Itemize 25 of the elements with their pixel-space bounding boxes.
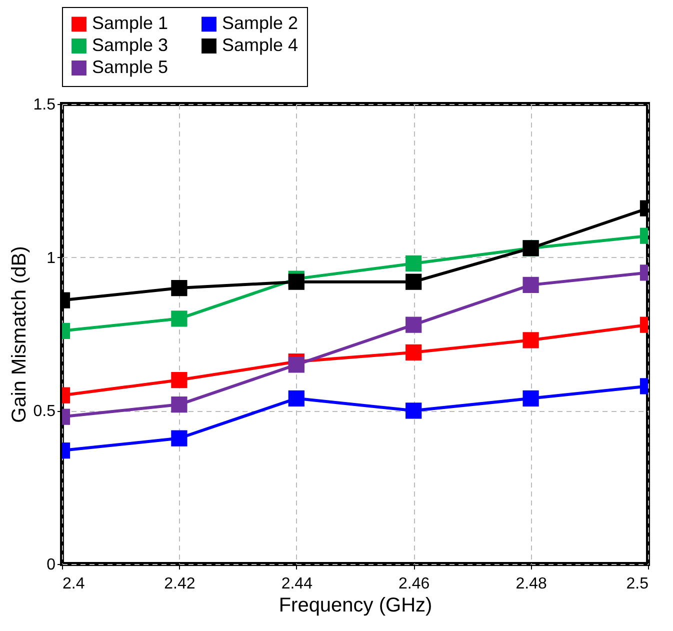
legend-label: Sample 3	[92, 35, 168, 55]
x-tick-label: 2.4	[62, 576, 85, 592]
point	[406, 274, 422, 290]
legend-label: Sample 1	[92, 13, 168, 34]
x-tick-label: 2.5	[626, 576, 649, 592]
y-tick-label: 1	[46, 250, 56, 267]
x-tick-label: 2.42	[164, 576, 196, 592]
point	[288, 274, 304, 290]
x-tick-label: 2.44	[281, 576, 313, 592]
y-tick-label: 0	[46, 556, 56, 574]
x-axis-title: Frequency (GHz)	[278, 594, 432, 616]
point	[406, 344, 422, 360]
point	[406, 316, 422, 333]
y-tick-label: 0.5	[33, 403, 56, 420]
legend-label: Sample 5	[92, 57, 168, 77]
x-tick-label: 2.46	[398, 576, 430, 592]
point	[288, 390, 304, 406]
y-axis-title: Gain Mismatch (dB)	[8, 246, 30, 423]
legend-label: Sample 2	[222, 13, 298, 34]
y-tick-label: 1.5	[33, 96, 56, 114]
point	[288, 356, 304, 373]
legend-label: Sample 4	[222, 35, 298, 55]
point	[406, 255, 422, 272]
point	[406, 402, 422, 419]
x-tick-label: 2.48	[516, 576, 547, 592]
